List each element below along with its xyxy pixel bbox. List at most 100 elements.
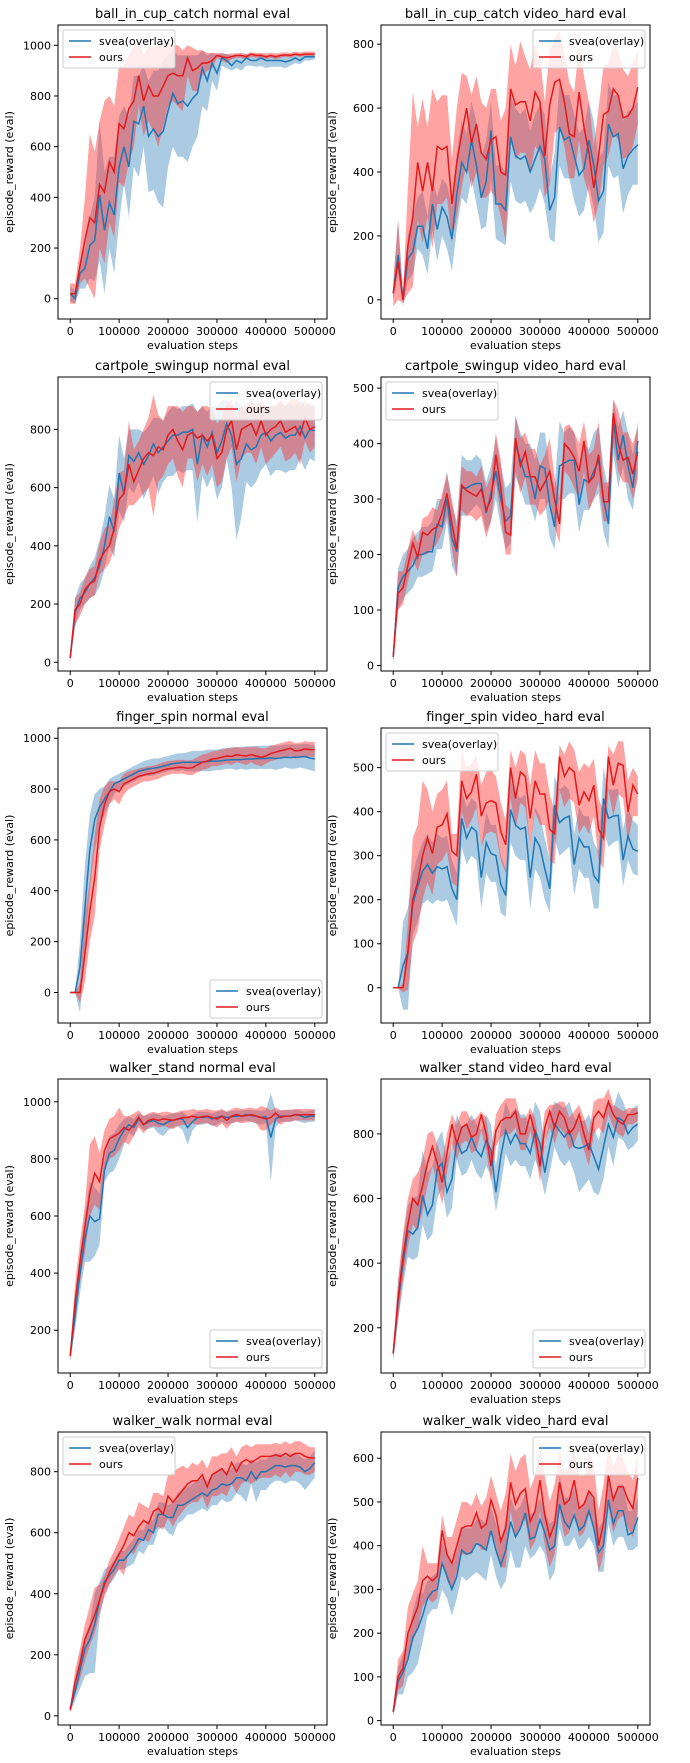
x-tick-label: 300000 xyxy=(519,1029,561,1042)
x-tick-label: 100000 xyxy=(421,1029,463,1042)
band-ours xyxy=(70,394,315,663)
band-ours xyxy=(70,1441,315,1713)
x-tick-label: 400000 xyxy=(568,1379,610,1392)
y-tick-label: 600 xyxy=(30,834,51,847)
line-ours xyxy=(70,53,315,295)
y-tick-label: 300 xyxy=(353,493,374,506)
line-ours xyxy=(392,1099,639,1354)
y-tick-label: 200 xyxy=(353,549,374,562)
legend: svea(overlay) ours xyxy=(385,732,499,772)
y-tick-label: 1000 xyxy=(23,1096,51,1109)
chart-title: walker_stand normal eval xyxy=(109,1061,276,1076)
x-tick-label: 500000 xyxy=(294,677,336,690)
y-tick-label: 400 xyxy=(30,540,51,553)
y-axis-label: episode_reward (eval) xyxy=(326,111,339,233)
x-tick-label: 200000 xyxy=(147,325,189,338)
band-ours xyxy=(393,31,638,307)
y-tick-label: 600 xyxy=(30,1527,51,1540)
x-tick-label: 500000 xyxy=(294,325,336,338)
y-tick-label: 1000 xyxy=(23,732,51,745)
x-tick-label: 200000 xyxy=(147,677,189,690)
x-tick-label: 500000 xyxy=(294,1731,336,1744)
legend-label: ours xyxy=(422,403,446,416)
y-axis-label: episode_reward (eval) xyxy=(3,111,16,233)
y-tick-label: 400 xyxy=(30,885,51,898)
x-tick-label: 200000 xyxy=(470,1731,512,1744)
plot-area xyxy=(69,40,315,304)
legend-label: svea(overlay) xyxy=(99,35,174,48)
x-axis-label: evaluation steps xyxy=(470,339,561,352)
legend: svea(overlay) ours xyxy=(62,1436,176,1476)
plot-area xyxy=(392,1445,639,1717)
legend: svea(overlay) ours xyxy=(385,381,499,421)
x-tick-label: 400000 xyxy=(245,677,287,690)
y-tick-label: 800 xyxy=(30,423,51,436)
x-tick-label: 300000 xyxy=(519,1731,561,1744)
line-ours xyxy=(69,415,316,658)
band-svea xyxy=(393,1091,638,1361)
y-tick-label: 200 xyxy=(353,230,374,243)
x-tick-label: 300000 xyxy=(196,1029,238,1042)
x-tick-label: 0 xyxy=(390,677,397,690)
line-svea xyxy=(392,123,639,300)
y-tick-label: 200 xyxy=(30,598,51,611)
chart-title: walker_walk video_hard eval xyxy=(423,1414,609,1429)
y-axis-label: episode_reward (eval) xyxy=(326,815,339,937)
y-tick-label: 1000 xyxy=(23,39,51,52)
legend-label: ours xyxy=(99,1458,123,1471)
chart-title: finger_spin video_hard eval xyxy=(426,710,605,725)
x-axis-label: evaluation steps xyxy=(470,1043,561,1056)
line-ours xyxy=(69,1452,315,1710)
band-svea xyxy=(70,1093,315,1362)
legend-label: ours xyxy=(569,51,593,64)
chart-panel-2: ball_in_cup_catch video_hard eval 0 100000… xyxy=(326,7,659,352)
y-tick-label: 0 xyxy=(44,986,51,999)
y-tick-label: 400 xyxy=(30,191,51,204)
line-svea xyxy=(392,1116,639,1354)
x-tick-label: 100000 xyxy=(421,325,463,338)
chart-panel-8: walker_stand video_hard eval 0 100000 20000… xyxy=(326,1061,659,1406)
y-tick-label: 200 xyxy=(353,894,374,907)
band-svea xyxy=(70,400,315,663)
legend: svea(overlay) ours xyxy=(209,1329,323,1369)
x-tick-label: 100000 xyxy=(98,325,140,338)
legend-box xyxy=(209,1329,323,1369)
y-tick-label: 400 xyxy=(353,1540,374,1553)
band-svea xyxy=(393,767,638,1010)
line-ours xyxy=(69,1112,315,1356)
legend-label: ours xyxy=(246,1001,270,1014)
line-ours xyxy=(392,1475,639,1713)
x-tick-label: 100000 xyxy=(421,1731,463,1744)
band-ours xyxy=(393,1445,638,1717)
legend: svea(overlay) ours xyxy=(209,381,323,421)
y-tick-label: 400 xyxy=(30,1588,51,1601)
x-tick-label: 300000 xyxy=(196,677,238,690)
legend-label: ours xyxy=(246,1351,270,1364)
x-axis-label: evaluation steps xyxy=(147,691,238,704)
plot-area xyxy=(392,31,639,307)
axes-frame xyxy=(57,1078,328,1374)
legend: svea(overlay) ours xyxy=(62,29,176,69)
y-tick-label: 0 xyxy=(367,659,374,672)
y-tick-label: 400 xyxy=(353,438,374,451)
x-tick-label: 500000 xyxy=(294,1029,336,1042)
x-tick-label: 400000 xyxy=(245,1029,287,1042)
x-tick-label: 500000 xyxy=(617,1029,659,1042)
x-tick-label: 500000 xyxy=(617,677,659,690)
y-tick-label: 600 xyxy=(353,102,374,115)
x-tick-label: 200000 xyxy=(470,1029,512,1042)
x-tick-label: 300000 xyxy=(196,1379,238,1392)
line-ours xyxy=(392,78,639,300)
legend-label: svea(overlay) xyxy=(422,387,497,400)
x-axis-label: evaluation steps xyxy=(147,1043,238,1056)
y-tick-label: 200 xyxy=(30,1324,51,1337)
legend-box xyxy=(209,381,323,421)
y-tick-label: 200 xyxy=(30,242,51,255)
chart-title: ball_in_cup_catch normal eval xyxy=(95,7,290,22)
x-tick-label: 100000 xyxy=(98,1029,140,1042)
x-axis-label: evaluation steps xyxy=(470,1745,561,1758)
y-axis-label: episode_reward (eval) xyxy=(3,463,16,585)
chart-panel-3: cartpole_swingup normal eval 0 100000 20000… xyxy=(3,359,336,704)
plot-area xyxy=(69,394,316,663)
